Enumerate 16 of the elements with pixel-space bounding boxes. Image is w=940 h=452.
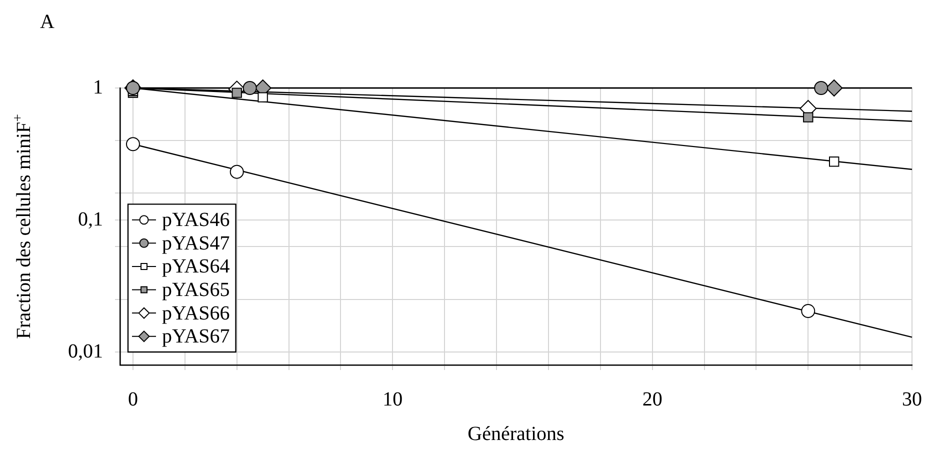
x-tick-label: 30 [902, 388, 922, 410]
x-tick-label: 10 [382, 388, 403, 410]
y-tick-label: 1 [93, 76, 103, 98]
legend-label: pYAS66 [162, 302, 230, 324]
y-axis-title: Fraction des cellules miniF+ [11, 114, 35, 340]
x-tick-label: 0 [128, 388, 138, 410]
chart-title: A [40, 11, 55, 33]
legend-label: pYAS65 [162, 279, 230, 301]
x-axis-title: Générations [468, 423, 565, 445]
legend-label: pYAS64 [162, 256, 230, 278]
x-tick-label: 20 [642, 388, 662, 410]
y-tick-label: 0,01 [68, 340, 103, 362]
legend-label: pYAS47 [162, 232, 230, 254]
legend-label: pYAS67 [162, 326, 230, 348]
legend-label: pYAS46 [162, 209, 230, 232]
y-tick-label: 0,1 [78, 208, 103, 230]
